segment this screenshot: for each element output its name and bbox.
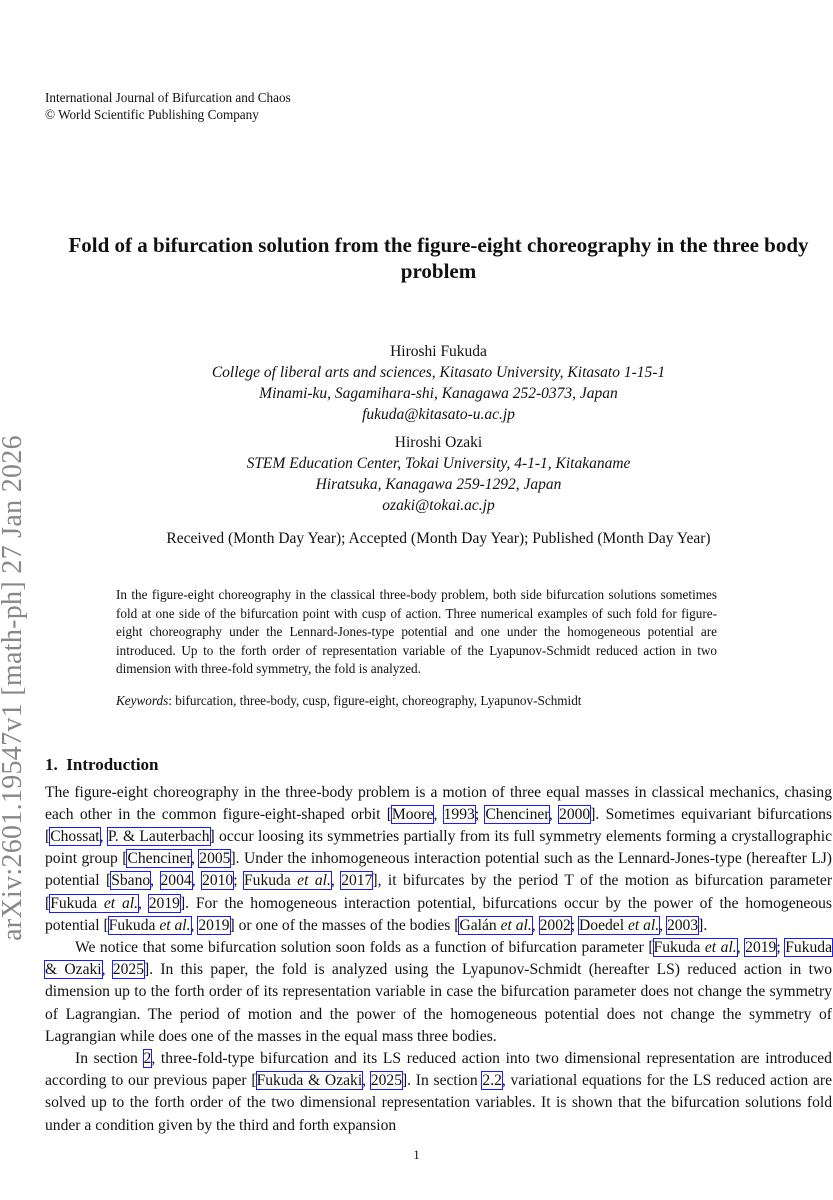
affiliation-line: STEM Education Center, Tokai University,… <box>246 455 631 472</box>
text-segment: ]. For the homogeneous interaction poten… <box>45 894 833 934</box>
citation-link[interactable]: Fukuda et al. <box>49 893 139 913</box>
citation-link[interactable]: Sbano <box>110 871 152 891</box>
text-segment: ; <box>474 805 486 823</box>
author-email: ozaki@tokai.ac.jp <box>382 497 495 514</box>
text-segment: , <box>190 850 200 868</box>
keywords-label: Keywords <box>116 692 169 708</box>
text-segment: , <box>659 916 667 934</box>
et-al: et al. <box>500 916 532 934</box>
text-segment: , <box>736 938 746 956</box>
citation-link[interactable]: Moore <box>390 804 435 824</box>
affiliation-line: Minami-ku, Sagamihara-shi, Kanagawa 252-… <box>259 385 618 402</box>
citation-link[interactable]: 2 <box>142 1048 153 1068</box>
text-segment: , <box>99 827 108 845</box>
section-number: 1. <box>45 754 58 774</box>
text-segment: ]. In this paper, the fold is analyzed u… <box>45 961 832 1045</box>
text-segment: , <box>433 805 444 823</box>
citation-link[interactable]: Fukuda & Ozaki <box>43 937 833 980</box>
author-2: Hiroshi Ozaki STEM Education Center, Tok… <box>30 432 833 516</box>
text-segment: ; <box>570 916 580 934</box>
copyright: © World Scientific Publishing Company <box>45 107 259 122</box>
text-segment: , <box>137 894 149 912</box>
citation-link[interactable]: 2000 <box>558 804 592 824</box>
journal-header: International Journal of Bifurcation and… <box>45 89 832 123</box>
et-al: et al. <box>159 916 191 934</box>
affiliation-line: College of liberal arts and sciences, Ki… <box>211 364 666 381</box>
text-segment: ]. In section <box>401 1072 483 1090</box>
text-segment: , <box>531 916 540 934</box>
citation-link[interactable]: Fukuda & Ozaki <box>255 1071 364 1091</box>
section-heading: 1. Introduction <box>45 754 832 776</box>
et-al: et al. <box>704 938 737 956</box>
citation-link[interactable]: 2025 <box>369 1071 403 1091</box>
introduction-body: The figure-eight choreography in the thr… <box>43 782 833 1137</box>
arxiv-stamp: arXiv:2601.19547v1 [math-ph] 27 Jan 2026 <box>0 435 28 941</box>
citation-link[interactable]: 2017 <box>340 871 374 891</box>
citation-link[interactable]: 2019 <box>744 937 778 957</box>
text-segment: ]. <box>698 916 708 934</box>
text-segment: ]. Sometimes equivariant bifurcations [ <box>45 805 833 845</box>
citation-link[interactable]: 2025 <box>111 960 145 980</box>
author-name: Hiroshi Ozaki <box>394 434 483 451</box>
citation-link[interactable]: Chenciner <box>126 849 192 869</box>
citation-link[interactable]: 2005 <box>198 849 232 869</box>
text-segment: ], it bifurcates by the period T of the … <box>45 872 833 912</box>
author-1: Hiroshi Fukuda College of liberal arts a… <box>30 341 833 425</box>
citation-link[interactable]: Doedel et al. <box>578 915 661 935</box>
citation-link[interactable]: Fukuda et al. <box>652 937 738 957</box>
text-segment: , <box>191 872 203 890</box>
section-title: Introduction <box>66 754 159 774</box>
text-segment: ]. Under the inhomogeneous interaction p… <box>45 850 832 890</box>
paragraph: The figure-eight choreography in the thr… <box>45 782 832 937</box>
text-segment: , <box>101 961 113 979</box>
abstract: In the figure-eight choreography in the … <box>116 587 717 676</box>
text-segment: ; <box>776 938 786 956</box>
citation-link[interactable]: 2004 <box>159 871 193 891</box>
text-segment: , variational equations for the LS reduc… <box>45 1072 832 1134</box>
text-segment: The figure-eight choreography in the thr… <box>45 783 832 823</box>
author-email: fukuda@kitasato-u.ac.jp <box>362 406 515 423</box>
text-segment: , <box>150 872 161 890</box>
keywords-text: : bifurcation, three-body, cusp, figure-… <box>168 692 582 708</box>
et-al: et al. <box>627 916 660 934</box>
text-segment: In section <box>75 1049 144 1067</box>
et-al: et al. <box>297 872 331 890</box>
citation-link[interactable]: 2003 <box>665 915 700 935</box>
citation-link[interactable]: 2010 <box>201 871 235 891</box>
text-segment: , <box>190 916 199 934</box>
et-al: et al. <box>103 894 138 912</box>
text-segment: We notice that some bifurcation solution… <box>75 938 654 956</box>
citation-link[interactable]: Chossat <box>49 826 101 846</box>
affiliation-line: Hiratsuka, Kanagawa 259-1292, Japan <box>315 476 562 493</box>
journal-name: International Journal of Bifurcation and… <box>45 90 291 105</box>
dates-line: Received (Month Day Year); Accepted (Mon… <box>166 530 711 547</box>
citation-link[interactable]: P. & Lauterbach <box>106 826 211 846</box>
text-segment: , <box>330 872 342 890</box>
text-segment: ] or one of the masses of the bodies [ <box>229 916 460 934</box>
citation-link[interactable]: Chenciner <box>484 804 550 824</box>
paper-title: Fold of a bifurcation solution from the … <box>68 233 809 283</box>
paragraph: In section 2, three-fold-type bifurcatio… <box>45 1048 832 1137</box>
citation-link[interactable]: 2.2 <box>481 1071 503 1091</box>
text-segment: , <box>362 1072 371 1090</box>
citation-link[interactable]: 2002 <box>538 915 572 935</box>
text-segment: ; <box>233 872 244 890</box>
author-name: Hiroshi Fukuda <box>390 343 487 360</box>
citation-link[interactable]: 2019 <box>197 915 231 935</box>
keywords: Keywords: bifurcation, three-body, cusp,… <box>116 692 717 710</box>
page-number: 1 <box>413 1146 420 1162</box>
text-segment: , three-fold-type bifurcation and its LS… <box>45 1049 832 1090</box>
citation-link[interactable]: Fukuda et al. <box>242 871 332 891</box>
citation-link[interactable]: 2019 <box>147 893 181 913</box>
text-segment: , <box>548 805 560 823</box>
citation-link[interactable]: 1993 <box>442 804 476 824</box>
citation-link[interactable]: Fukuda et al. <box>107 915 192 935</box>
text-segment: ] occur loosing its symmetries partially… <box>45 827 832 868</box>
paragraph: We notice that some bifurcation solution… <box>43 937 833 1048</box>
citation-link[interactable]: Galán et al. <box>458 915 533 935</box>
